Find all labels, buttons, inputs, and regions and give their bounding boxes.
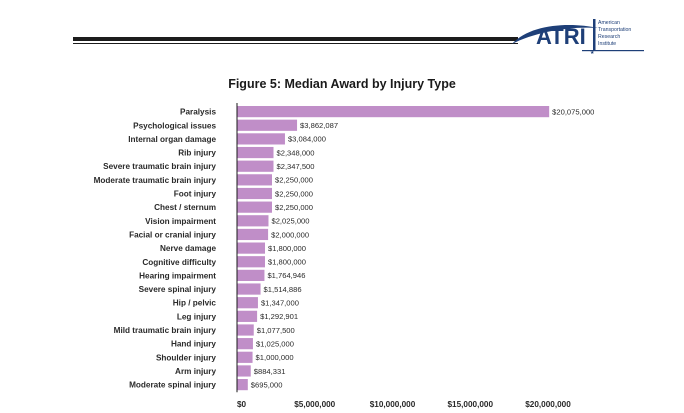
x-tick-label: $0 xyxy=(237,400,247,409)
category-label: Psychological issues xyxy=(133,121,216,130)
bar xyxy=(237,215,269,227)
data-label: $3,862,087 xyxy=(300,121,338,130)
bar xyxy=(237,228,269,241)
logo-tagline-2: Transportation xyxy=(598,27,631,33)
bar xyxy=(237,146,274,159)
x-axis-ticks: $0 $5,000,000 $10,000,000 $15,000,000 $20,00… xyxy=(237,400,571,409)
category-label: Paralysis xyxy=(180,108,216,117)
x-tick-label: $10,000,000 xyxy=(370,400,416,409)
logo-tagline-1: American xyxy=(598,20,620,26)
bar xyxy=(237,160,274,172)
data-label: $1,764,946 xyxy=(267,271,305,280)
value-labels: $20,075,000 $3,862,087 $3,084,000 $2,348,00… xyxy=(251,107,595,389)
atri-logo: ATRI American Transportation Research In… xyxy=(512,19,644,56)
category-label: Cognitive difficulty xyxy=(142,258,216,267)
chart-title: Figure 5: Median Award by Injury Type xyxy=(228,77,456,91)
header-rule-thin xyxy=(73,43,518,44)
bar xyxy=(237,174,272,186)
category-label: Internal organ damage xyxy=(128,135,216,144)
data-label: $2,250,000 xyxy=(275,189,313,198)
x-tick-label: $15,000,000 xyxy=(447,400,493,409)
logo-swoosh xyxy=(512,25,598,44)
data-label: $2,000,000 xyxy=(271,230,309,239)
category-label: Hearing impairment xyxy=(139,271,216,280)
header-rule xyxy=(73,37,518,41)
data-label: $20,075,000 xyxy=(552,107,594,116)
bar xyxy=(237,269,265,281)
bar xyxy=(237,256,265,268)
bar xyxy=(237,379,248,391)
category-label: Hand injury xyxy=(171,340,216,349)
bar xyxy=(237,119,298,131)
bar xyxy=(237,310,258,322)
bar xyxy=(237,351,253,363)
bar xyxy=(237,324,254,336)
x-tick-label: $5,000,000 xyxy=(294,400,335,409)
star-icon: ★ xyxy=(590,50,595,56)
bar xyxy=(237,283,261,295)
data-label: $1,800,000 xyxy=(268,244,306,253)
bar xyxy=(237,187,272,200)
category-label: Foot injury xyxy=(174,190,217,199)
category-label: Vision impairment xyxy=(145,217,216,226)
data-label: $2,347,500 xyxy=(277,162,315,171)
category-label: Rib injury xyxy=(178,149,216,158)
data-label: $1,000,000 xyxy=(256,353,294,362)
category-label: Nerve damage xyxy=(160,244,216,253)
category-label: Severe traumatic brain injury xyxy=(103,162,216,171)
category-label: Mild traumatic brain injury xyxy=(114,326,217,335)
logo-tagline-4: Institute xyxy=(598,41,616,47)
data-label: $695,000 xyxy=(251,380,283,389)
bar xyxy=(237,365,251,377)
bar xyxy=(237,106,550,118)
logo-divider xyxy=(593,19,596,50)
category-label: Facial or cranial injury xyxy=(129,230,216,239)
bar xyxy=(237,133,285,145)
data-label: $884,331 xyxy=(254,367,286,376)
logo-underline xyxy=(582,50,644,52)
category-label: Chest / sternum xyxy=(154,203,216,212)
bars-group xyxy=(237,106,550,391)
data-label: $3,084,000 xyxy=(288,135,326,144)
data-label: $2,250,000 xyxy=(275,203,313,212)
data-label: $1,347,000 xyxy=(261,299,299,308)
x-tick-label: $20,000,000 xyxy=(525,400,571,409)
category-label: Leg injury xyxy=(177,312,217,321)
category-label: Moderate traumatic brain injury xyxy=(94,176,217,185)
data-label: $2,250,000 xyxy=(275,176,313,185)
bar xyxy=(237,201,272,213)
logo-wordmark: ATRI xyxy=(536,24,586,49)
category-label: Moderate spinal injury xyxy=(129,381,216,390)
category-label: Shoulder injury xyxy=(156,353,216,362)
data-label: $2,348,000 xyxy=(277,148,315,157)
data-label: $1,025,000 xyxy=(256,339,294,348)
data-label: $1,077,500 xyxy=(257,326,295,335)
category-label: Arm injury xyxy=(175,367,216,376)
category-label: Hip / pelvic xyxy=(173,299,217,308)
logo-tagline-3: Research xyxy=(598,34,620,40)
category-labels: Paralysis Psychological issues Internal or… xyxy=(94,108,217,390)
data-label: $1,514,886 xyxy=(264,285,302,294)
bar xyxy=(237,338,253,350)
data-label: $1,800,000 xyxy=(268,258,306,267)
data-label: $1,292,901 xyxy=(260,312,298,321)
data-label: $2,025,000 xyxy=(271,217,309,226)
bar xyxy=(237,297,258,309)
bar xyxy=(237,242,265,254)
category-label: Severe spinal injury xyxy=(139,285,217,294)
